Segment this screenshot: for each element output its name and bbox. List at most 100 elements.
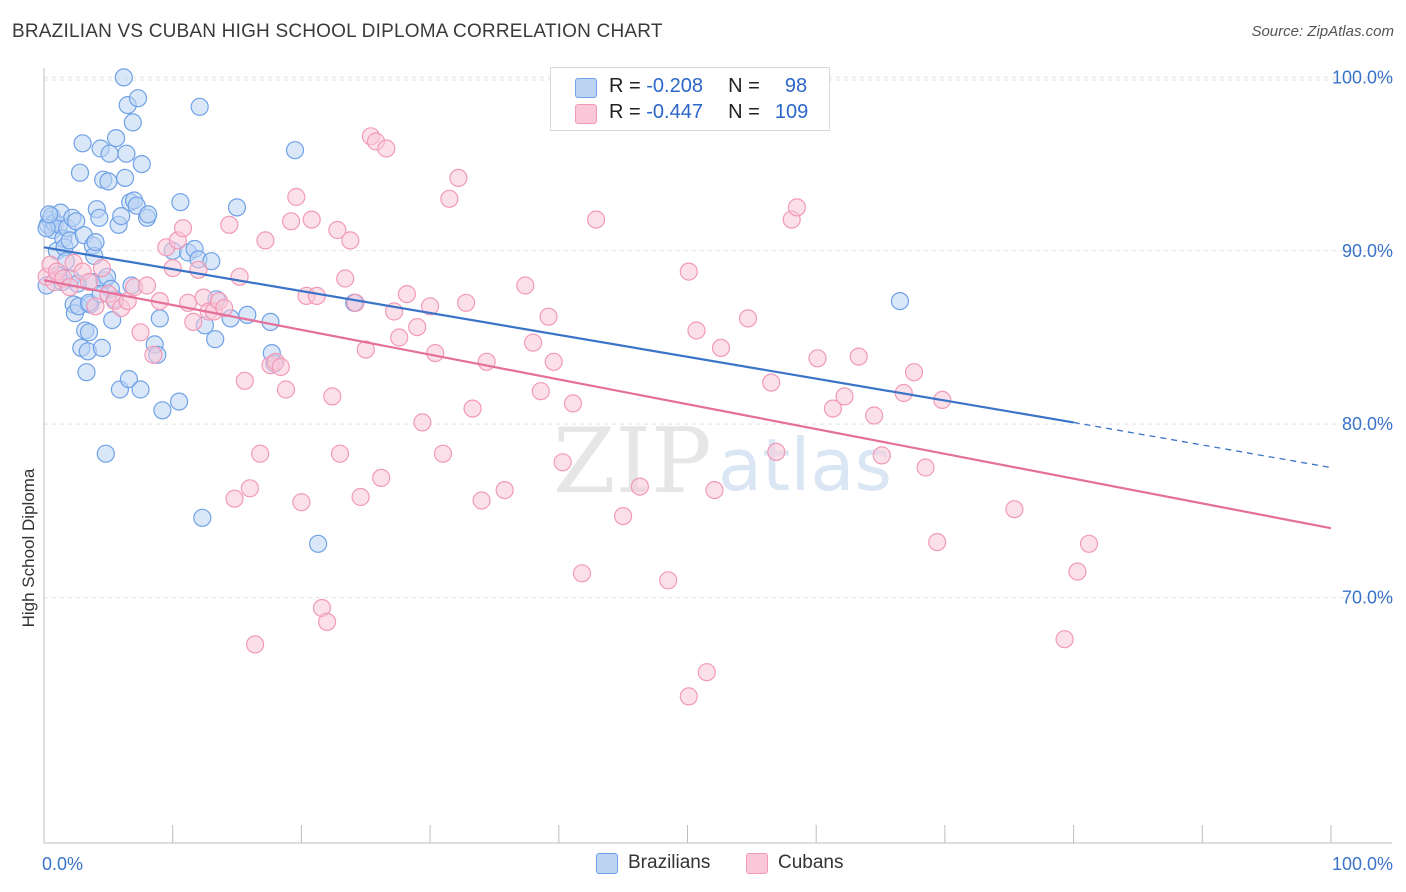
data-point-cubans <box>189 260 208 279</box>
data-point-cubans <box>531 382 550 401</box>
n-label: N = <box>728 101 760 123</box>
y-tick-label: 80.0% <box>1342 414 1393 434</box>
data-point-cubans <box>413 413 432 432</box>
data-point-cubans <box>282 212 301 231</box>
data-point-cubans <box>1055 630 1074 649</box>
data-point-cubans <box>872 446 891 465</box>
data-point-cubans <box>697 663 716 682</box>
data-point-cubans <box>928 532 947 552</box>
data-point-brazilians <box>170 392 189 411</box>
data-point-brazilians <box>39 205 59 224</box>
data-point-cubans <box>302 210 321 229</box>
data-point-cubans <box>235 371 254 390</box>
data-point-cubans <box>137 276 157 295</box>
source-credit[interactable]: Source: ZipAtlas.com <box>1251 23 1394 40</box>
data-point-cubans <box>916 458 935 477</box>
data-point-cubans <box>1068 562 1087 581</box>
n-value-cubans: 109 <box>774 101 809 123</box>
data-point-cubans <box>711 338 731 357</box>
data-point-brazilians <box>227 198 247 217</box>
data-point-brazilians <box>193 508 212 527</box>
data-point-cubans <box>397 285 416 304</box>
data-point-brazilians <box>171 193 190 212</box>
data-point-cubans <box>767 442 786 461</box>
data-point-cubans <box>225 489 244 508</box>
data-point-cubans <box>516 276 535 295</box>
stats-legend: R = -0.208 N = 98 R = -0.447 N = 109 <box>550 67 830 131</box>
n-label: N = <box>728 75 760 97</box>
data-point-cubans <box>356 340 375 359</box>
data-point-cubans <box>220 215 239 234</box>
y-axis-title: High School Diploma <box>19 468 38 627</box>
data-point-cubans <box>184 312 203 331</box>
y-tick-label: 90.0% <box>1342 241 1393 261</box>
data-point-cubans <box>323 387 342 406</box>
data-point-brazilians <box>115 168 135 187</box>
data-point-cubans <box>738 309 758 328</box>
data-point-cubans <box>679 687 698 706</box>
data-point-cubans <box>271 357 290 377</box>
data-point-cubans <box>864 406 884 425</box>
data-point-brazilians <box>153 401 172 420</box>
data-point-cubans <box>330 444 350 463</box>
data-point-cubans <box>318 612 337 632</box>
legend-swatch-cubans <box>746 853 768 874</box>
data-points <box>37 68 1099 706</box>
data-point-cubans <box>131 323 150 342</box>
data-point-cubans <box>835 387 854 406</box>
data-point-cubans <box>346 293 365 312</box>
data-point-cubans <box>173 219 193 238</box>
x-tick-label: 100.0% <box>1332 854 1393 874</box>
data-point-cubans <box>808 349 827 368</box>
data-point-cubans <box>144 345 163 364</box>
trend-line-extension-brazilians <box>1073 421 1332 469</box>
data-point-cubans <box>341 231 360 250</box>
x-tick-label: 0.0% <box>42 854 83 874</box>
data-point-brazilians <box>114 68 133 87</box>
data-point-brazilians <box>202 252 221 271</box>
data-point-brazilians <box>112 207 131 226</box>
data-point-cubans <box>421 297 440 316</box>
watermark: ZIP atlas <box>553 409 892 514</box>
data-point-cubans <box>276 380 296 399</box>
data-point-brazilians <box>119 370 138 389</box>
data-point-cubans <box>426 344 445 363</box>
data-point-brazilians <box>106 129 126 148</box>
data-point-cubans <box>463 399 482 418</box>
data-point-cubans <box>495 481 514 500</box>
data-point-cubans <box>586 210 606 229</box>
data-point-brazilians <box>67 212 86 231</box>
data-point-cubans <box>351 487 370 507</box>
data-point-cubans <box>328 220 347 240</box>
data-point-brazilians <box>150 309 169 328</box>
data-point-cubans <box>408 318 427 337</box>
data-point-brazilians <box>309 534 328 553</box>
data-point-cubans <box>457 293 476 312</box>
data-point-brazilians <box>139 205 158 224</box>
data-point-cubans <box>787 198 807 217</box>
data-point-brazilians <box>96 444 115 463</box>
data-point-brazilians <box>285 141 305 160</box>
data-point-cubans <box>679 262 698 281</box>
data-point-cubans <box>92 259 112 278</box>
data-point-cubans <box>433 444 453 463</box>
data-point-cubans <box>523 333 543 352</box>
data-point-cubans <box>823 399 843 418</box>
data-point-cubans <box>287 187 306 207</box>
data-point-cubans <box>246 635 265 654</box>
data-point-cubans <box>372 468 391 487</box>
data-point-brazilians <box>73 134 92 153</box>
data-point-cubans <box>613 506 633 526</box>
data-point-cubans <box>563 394 583 413</box>
data-point-cubans <box>539 307 558 326</box>
legend-label-cubans: Cubans <box>778 852 844 873</box>
data-point-brazilians <box>131 380 150 399</box>
data-point-cubans <box>240 479 259 498</box>
data-point-brazilians <box>99 172 118 191</box>
axes <box>43 68 1392 844</box>
data-point-cubans <box>390 328 409 347</box>
data-point-cubans <box>630 477 650 496</box>
gridlines <box>44 76 1392 599</box>
data-point-brazilians <box>206 330 225 349</box>
data-point-cubans <box>292 493 311 512</box>
